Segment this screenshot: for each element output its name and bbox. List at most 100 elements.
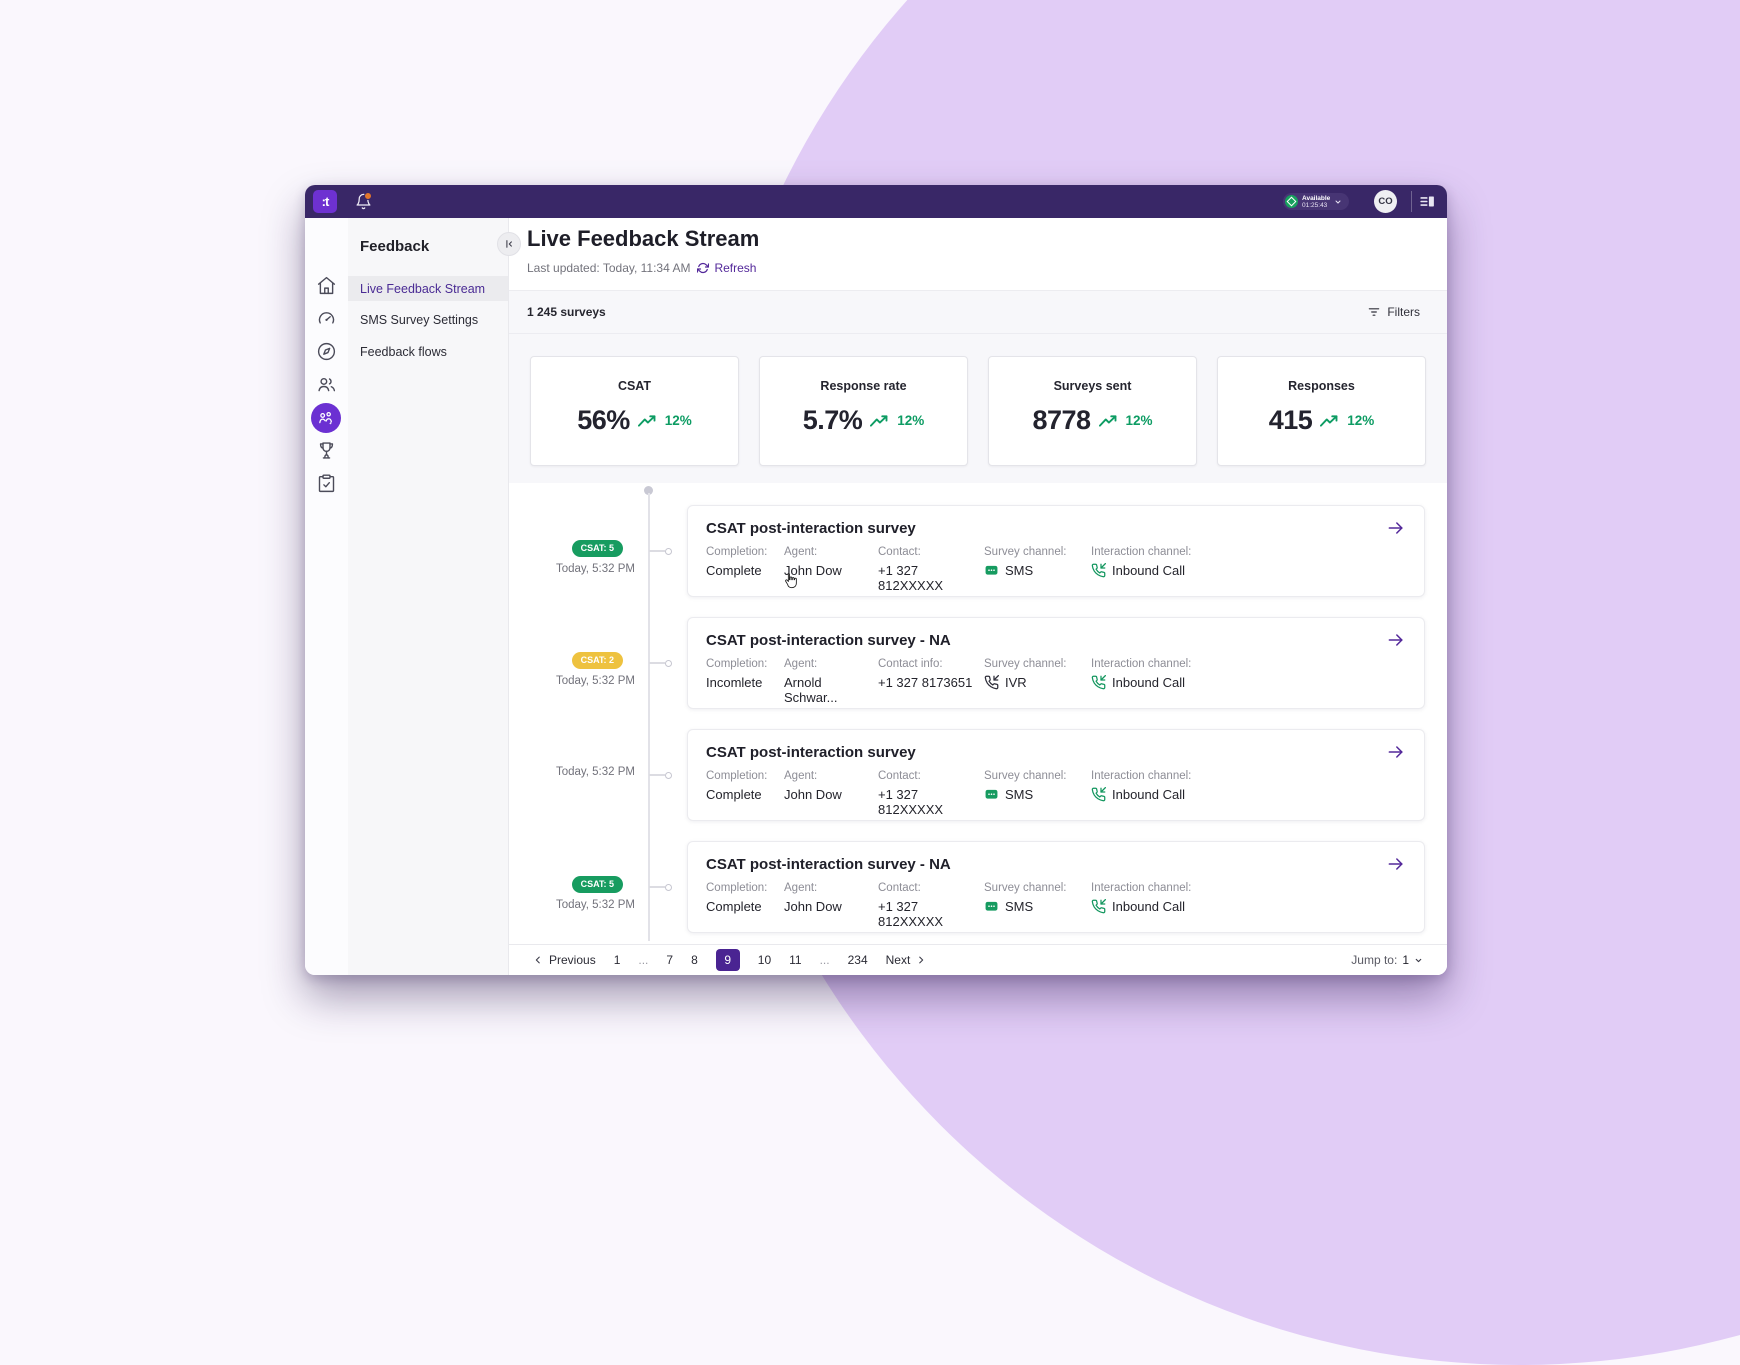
page-9-active[interactable]: 9	[715, 949, 740, 971]
field-label: Interaction channel:	[1091, 546, 1192, 558]
sms-channel-icon	[985, 789, 998, 799]
timeline-dot	[665, 547, 672, 555]
field-value: IVR	[1005, 675, 1027, 690]
inbound-call-icon	[1091, 675, 1106, 690]
status-label: Available	[1302, 194, 1331, 202]
avatar[interactable]: CO	[1374, 190, 1397, 213]
field-value: Inbound Call	[1112, 563, 1185, 578]
field-value: +1 327 812XXXXX	[878, 563, 944, 593]
refresh-button[interactable]: Refresh	[697, 261, 756, 275]
chevron-right-icon	[919, 956, 924, 964]
survey-card[interactable]: CSAT post-interaction survey Completion:…	[687, 505, 1425, 597]
clipboard-check-icon[interactable]	[316, 473, 337, 494]
timeline-line	[648, 493, 650, 941]
field-label: Agent:	[784, 882, 818, 894]
page-ellipsis: ...	[638, 953, 649, 967]
surveys-row: 1 245 surveys Filters	[509, 291, 1447, 334]
filters-button[interactable]: Filters	[1367, 291, 1420, 333]
field-label: Completion:	[706, 658, 768, 670]
feedback-feed: CSAT: 5 Today, 5:32 PM CSAT: 2 Today, 5:…	[509, 483, 1447, 945]
filter-icon	[1369, 308, 1380, 316]
feedback-active-icon[interactable]	[311, 403, 341, 433]
app-window: :t Available 01:25:43 CO	[305, 185, 1447, 975]
inbound-call-icon	[1091, 899, 1106, 914]
next-label: Next	[885, 953, 911, 967]
apps-grid-icon[interactable]	[316, 974, 337, 975]
field-value: John Dow	[784, 899, 842, 914]
field-value: +1 327 812XXXXX	[878, 899, 944, 929]
jump-to-select[interactable]: Jump to: 1	[1351, 945, 1423, 975]
field-value: John Dow	[784, 787, 842, 802]
field-label: Survey channel:	[984, 770, 1067, 782]
feed-timestamp: Today, 5:32 PM	[555, 675, 635, 687]
open-survey-arrow-icon[interactable]	[1386, 854, 1406, 874]
compass-icon[interactable]	[316, 341, 337, 362]
open-survey-arrow-icon[interactable]	[1386, 518, 1406, 538]
csat-badge: CSAT: 5	[571, 876, 623, 893]
trending-up-icon	[1320, 414, 1338, 427]
survey-card[interactable]: CSAT post-interaction survey Completion:…	[687, 729, 1425, 821]
open-survey-arrow-icon[interactable]	[1386, 630, 1406, 650]
side-panel-icon[interactable]	[1419, 193, 1436, 210]
stat-card-csat: CSAT 56% 12%	[530, 356, 739, 466]
page-11[interactable]: 11	[789, 953, 802, 967]
page-10[interactable]: 10	[757, 953, 772, 967]
notifications-bell-icon[interactable]	[355, 192, 372, 210]
chevron-down-icon	[1415, 958, 1422, 962]
field-label: Completion:	[706, 770, 768, 782]
field-label: Survey channel:	[984, 546, 1067, 558]
field-label: Contact:	[878, 770, 921, 782]
field-value: SMS	[1005, 787, 1034, 802]
page-8[interactable]: 8	[691, 953, 698, 967]
sidebar-item-sms-survey-settings[interactable]: SMS Survey Settings	[360, 313, 479, 327]
sidebar-item-live-feedback-stream[interactable]: Live Feedback Stream	[348, 276, 508, 301]
stat-label: CSAT	[617, 379, 652, 393]
topbar-divider	[1411, 191, 1412, 212]
stat-trend: 12%	[1347, 413, 1375, 428]
agent-status-pill[interactable]: Available 01:25:43	[1283, 193, 1350, 210]
field-value: +1 327 812XXXXX	[878, 787, 944, 817]
field-value: John Dow	[784, 563, 842, 578]
refresh-icon	[697, 262, 710, 274]
users-icon[interactable]	[316, 374, 337, 395]
ivr-channel-icon	[984, 675, 999, 690]
field-value: +1 327 8173651	[878, 675, 973, 690]
field-label: Interaction channel:	[1091, 882, 1192, 894]
feed-timestamp: Today, 5:32 PM	[555, 899, 635, 911]
field-value: Complete	[706, 899, 762, 914]
sidebar-collapse-button[interactable]	[497, 232, 521, 256]
previous-page-button[interactable]: Previous	[533, 953, 596, 967]
page-1[interactable]: 1	[613, 953, 621, 967]
sidebar-item-feedback-flows[interactable]: Feedback flows	[360, 345, 447, 359]
field-value: Complete	[706, 787, 762, 802]
next-page-button[interactable]: Next	[886, 953, 927, 967]
field-value: SMS	[1005, 899, 1034, 914]
trophy-icon[interactable]	[316, 440, 337, 461]
dashboard-gauge-icon[interactable]	[316, 308, 337, 329]
csat-badge: CSAT: 5	[571, 540, 623, 557]
home-icon[interactable]	[316, 275, 337, 296]
timeline-dot	[665, 659, 672, 667]
sms-channel-icon	[985, 901, 998, 911]
open-survey-arrow-icon[interactable]	[1386, 742, 1406, 762]
inbound-call-icon	[1091, 563, 1106, 578]
survey-card[interactable]: CSAT post-interaction survey - NA Comple…	[687, 617, 1425, 709]
timeline-dot	[665, 771, 672, 779]
stat-value: 415	[1268, 405, 1313, 435]
survey-card-title: CSAT post-interaction survey - NA	[706, 856, 951, 873]
field-label: Agent:	[784, 546, 818, 558]
feed-timestamp: Today, 5:32 PM	[555, 766, 635, 778]
stat-value: 56%	[577, 405, 630, 435]
field-label: Completion:	[706, 546, 768, 558]
survey-card[interactable]: CSAT post-interaction survey - NA Comple…	[687, 841, 1425, 933]
sidebar-title: Feedback	[360, 238, 430, 255]
chevron-down-icon	[1335, 200, 1341, 204]
survey-card-title: CSAT post-interaction survey	[706, 520, 916, 537]
stat-value: 8778	[1032, 405, 1091, 435]
survey-card-title: CSAT post-interaction survey	[706, 744, 916, 761]
page-7[interactable]: 7	[666, 953, 674, 967]
page-234[interactable]: 234	[847, 953, 868, 967]
survey-card-title: CSAT post-interaction survey - NA	[706, 632, 951, 649]
stat-card-response-rate: Response rate 5.7% 12%	[759, 356, 968, 466]
sidebar: Feedback Live Feedback Stream SMS Survey…	[348, 218, 509, 975]
